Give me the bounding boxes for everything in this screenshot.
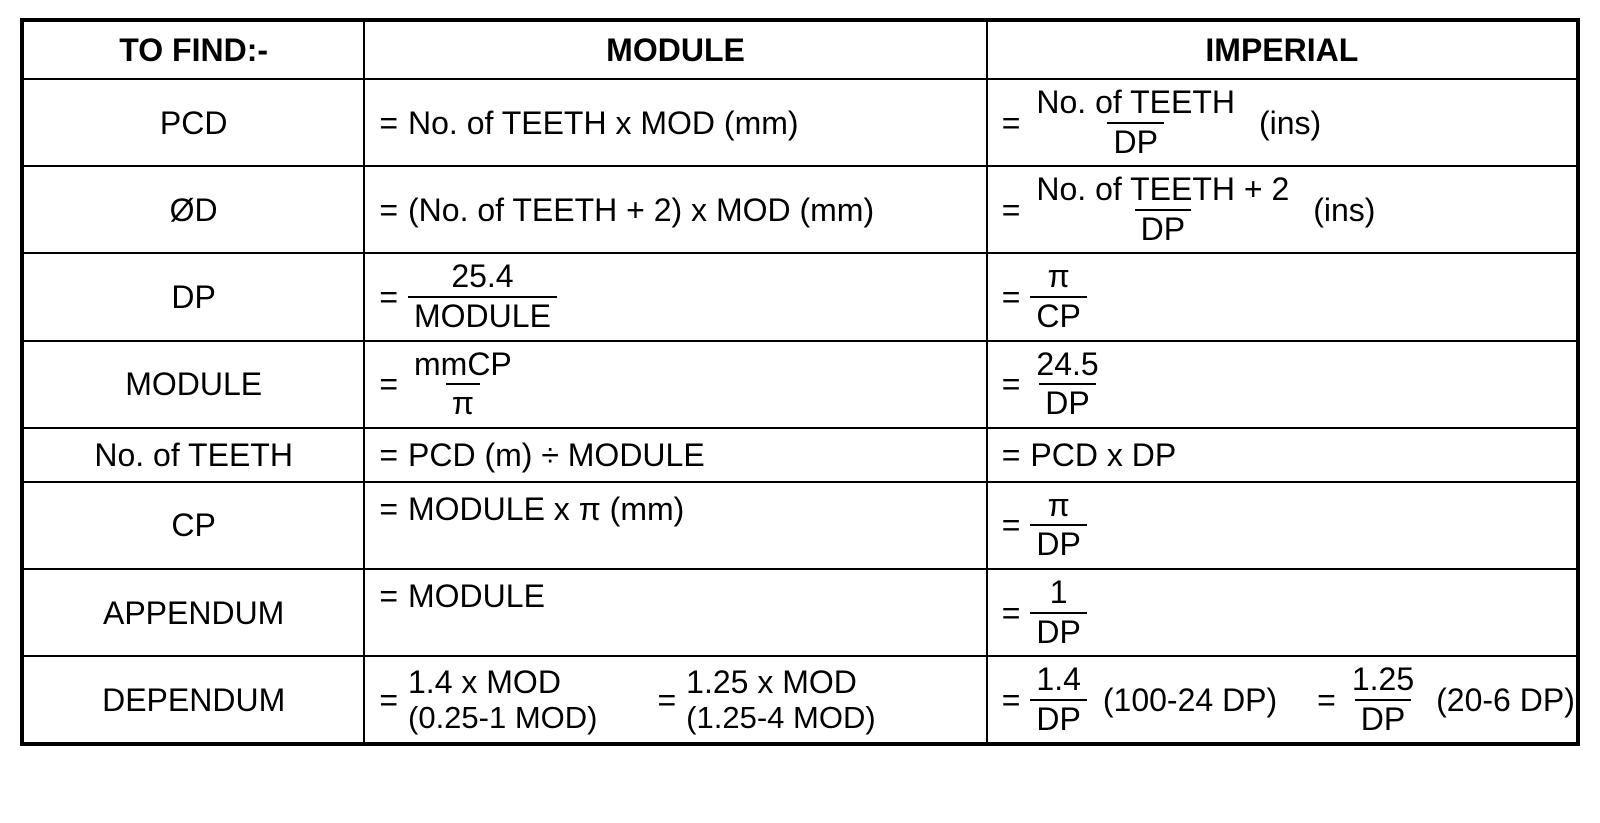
- formula-cell: =PCD x DP: [987, 428, 1578, 482]
- table-row: PCD=No. of TEETH x MOD (mm)=No. of TEETH…: [22, 79, 1578, 166]
- table-row: CP=MODULE x π (mm)=πDP: [22, 482, 1578, 569]
- col-header-find: TO FIND:-: [22, 20, 364, 79]
- col-header-module: MODULE: [364, 20, 986, 79]
- find-cell: ØD: [22, 166, 364, 253]
- find-cell: DP: [22, 253, 364, 340]
- formula-cell: =PCD (m) ÷ MODULE: [364, 428, 986, 482]
- formula-cell: =πCP: [987, 253, 1578, 340]
- formula-cell: =No. of TEETH + 2DP(ins): [987, 166, 1578, 253]
- table-row: MODULE=mmCPπ=24.5DP: [22, 341, 1578, 428]
- formula-cell: =No. of TEETH x MOD (mm): [364, 79, 986, 166]
- table-header-row: TO FIND:- MODULE IMPERIAL: [22, 20, 1578, 79]
- find-cell: APPENDUM: [22, 569, 364, 656]
- table-row: No. of TEETH=PCD (m) ÷ MODULE=PCD x DP: [22, 428, 1578, 482]
- formula-cell: =1DP: [987, 569, 1578, 656]
- find-cell: PCD: [22, 79, 364, 166]
- formula-cell: =MODULE: [364, 569, 986, 656]
- table-row: DEPENDUM=1.4 x MOD(0.25-1 MOD)=1.25 x MO…: [22, 656, 1578, 744]
- col-header-imperial: IMPERIAL: [987, 20, 1578, 79]
- find-cell: CP: [22, 482, 364, 569]
- find-cell: MODULE: [22, 341, 364, 428]
- find-cell: DEPENDUM: [22, 656, 364, 744]
- formula-cell: =25.4MODULE: [364, 253, 986, 340]
- formula-cell: =(No. of TEETH + 2) x MOD (mm): [364, 166, 986, 253]
- formula-cell: =No. of TEETHDP(ins): [987, 79, 1578, 166]
- formula-cell: =1.4DP(100-24 DP)=1.25DP(20-6 DP): [987, 656, 1578, 744]
- formula-cell: =1.4 x MOD(0.25-1 MOD)=1.25 x MOD(1.25-4…: [364, 656, 986, 744]
- formula-cell: =24.5DP: [987, 341, 1578, 428]
- formula-cell: =mmCPπ: [364, 341, 986, 428]
- table-row: ØD=(No. of TEETH + 2) x MOD (mm)=No. of …: [22, 166, 1578, 253]
- formula-cell: =MODULE x π (mm): [364, 482, 986, 569]
- formula-cell: =πDP: [987, 482, 1578, 569]
- find-cell: No. of TEETH: [22, 428, 364, 482]
- table-row: DP=25.4MODULE=πCP: [22, 253, 1578, 340]
- gear-formula-table: TO FIND:- MODULE IMPERIAL PCD=No. of TEE…: [20, 18, 1580, 746]
- table-row: APPENDUM=MODULE=1DP: [22, 569, 1578, 656]
